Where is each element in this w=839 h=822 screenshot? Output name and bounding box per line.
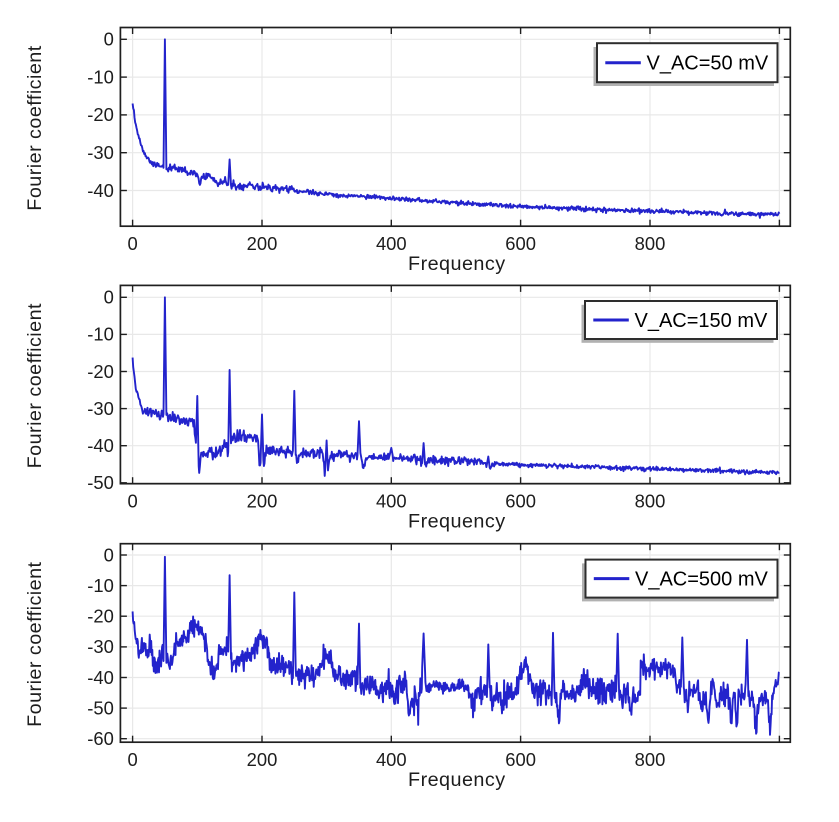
svg-text:Fourier coefficient: Fourier coefficient — [24, 561, 46, 726]
svg-text:V_AC=150 mV: V_AC=150 mV — [635, 310, 769, 332]
svg-text:0: 0 — [104, 544, 114, 565]
svg-text:0: 0 — [127, 490, 137, 511]
svg-text:-10: -10 — [87, 66, 114, 87]
svg-text:-60: -60 — [87, 728, 114, 749]
svg-text:200: 200 — [247, 233, 278, 254]
svg-text:V_AC=500 mV: V_AC=500 mV — [635, 569, 769, 591]
svg-text:800: 800 — [635, 490, 666, 511]
svg-text:0: 0 — [127, 233, 137, 254]
svg-text:-50: -50 — [87, 472, 114, 493]
svg-text:-10: -10 — [87, 575, 114, 596]
svg-text:600: 600 — [505, 233, 536, 254]
svg-text:-30: -30 — [87, 398, 114, 419]
svg-text:Frequency: Frequency — [408, 769, 506, 791]
svg-text:-20: -20 — [87, 104, 114, 125]
svg-text:400: 400 — [376, 233, 407, 254]
svg-text:0: 0 — [104, 29, 114, 50]
svg-text:-30: -30 — [87, 142, 114, 163]
svg-text:-30: -30 — [87, 636, 114, 657]
svg-text:-40: -40 — [87, 667, 114, 688]
svg-text:600: 600 — [505, 749, 536, 770]
svg-text:200: 200 — [247, 749, 278, 770]
svg-text:400: 400 — [376, 749, 407, 770]
svg-text:200: 200 — [247, 490, 278, 511]
svg-text:V_AC=50 mV: V_AC=50 mV — [647, 53, 769, 75]
svg-text:0: 0 — [104, 287, 114, 308]
svg-text:-40: -40 — [87, 180, 114, 201]
svg-text:-20: -20 — [87, 606, 114, 627]
svg-text:400: 400 — [376, 490, 407, 511]
svg-text:Fourier coefficient: Fourier coefficient — [24, 303, 46, 468]
svg-text:0: 0 — [127, 749, 137, 770]
svg-text:-40: -40 — [87, 435, 114, 456]
svg-text:Fourier coefficient: Fourier coefficient — [24, 45, 46, 210]
svg-text:600: 600 — [505, 490, 536, 511]
svg-text:800: 800 — [635, 233, 666, 254]
svg-text:-10: -10 — [87, 324, 114, 345]
svg-text:-50: -50 — [87, 697, 114, 718]
svg-text:800: 800 — [635, 749, 666, 770]
svg-text:-20: -20 — [87, 361, 114, 382]
svg-text:Frequency: Frequency — [408, 253, 506, 275]
svg-text:Frequency: Frequency — [408, 510, 506, 532]
